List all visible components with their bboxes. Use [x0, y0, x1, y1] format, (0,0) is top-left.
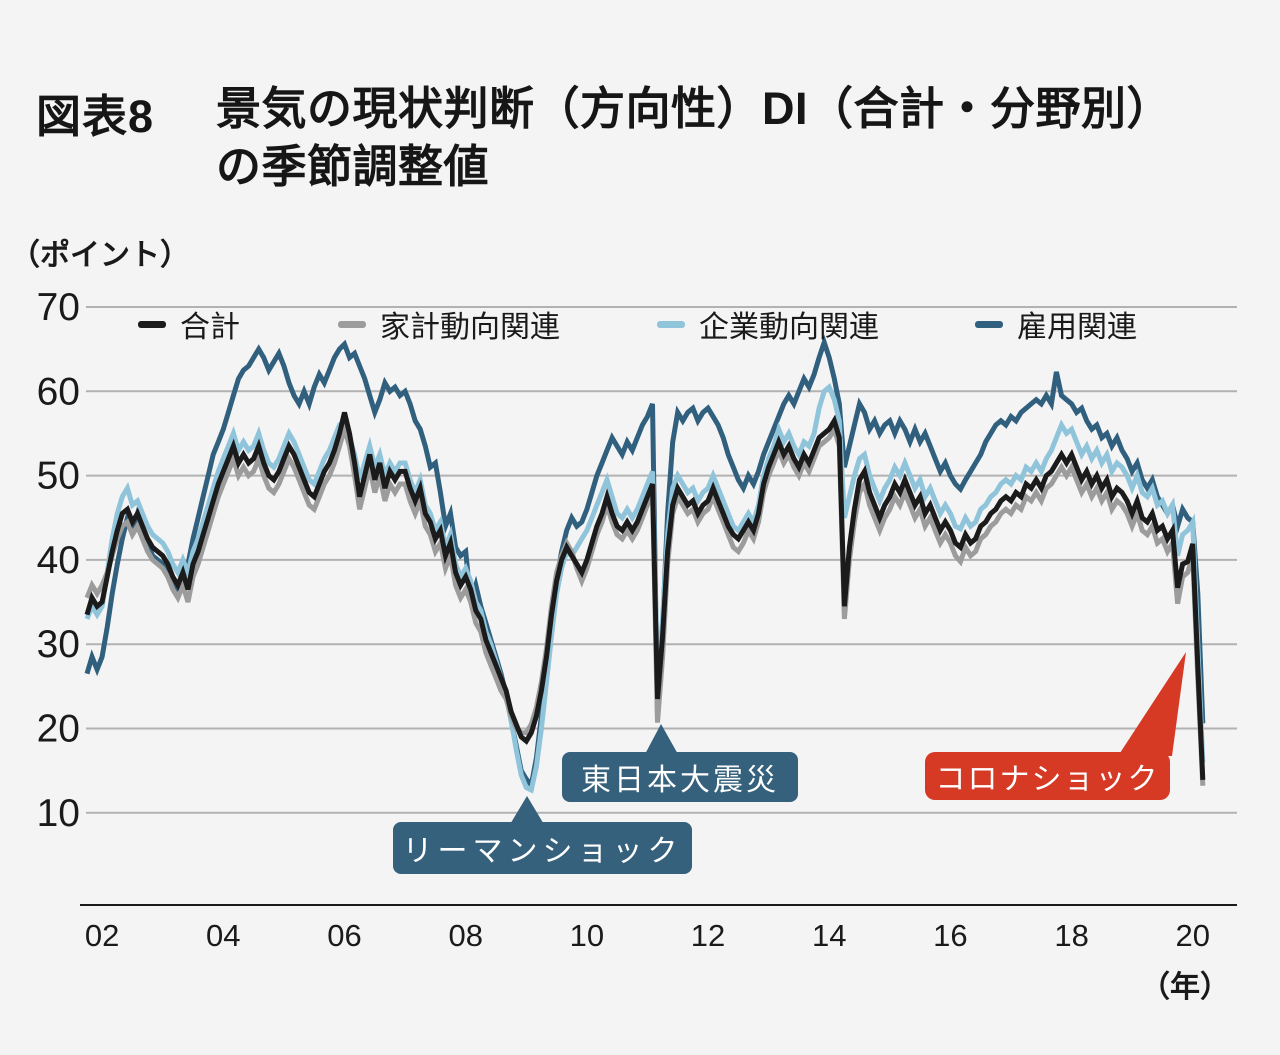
series-line-企業動向関連 [84, 382, 1206, 794]
legend-label-total: 合計 [180, 311, 240, 344]
household-line-swatch [338, 320, 366, 328]
x-axis-unit-label: （年） [1140, 971, 1230, 1004]
x-tick-label: 12 [691, 918, 725, 953]
x-tick-label: 20 [1175, 918, 1209, 953]
legend-label-corporate: 企業動向関連 [699, 311, 879, 344]
series-line-雇用関連 [84, 334, 1206, 791]
series-line-家計動向関連 [84, 420, 1206, 786]
x-tick-label: 18 [1054, 918, 1088, 953]
y-tick-label: 10 [37, 792, 80, 835]
x-tick-label: 08 [448, 918, 482, 953]
corporate-line-swatch [657, 320, 685, 328]
figure-number: 図表8 [36, 91, 155, 142]
y-tick-label: 30 [37, 623, 80, 666]
annotation-corona-shock: コロナショック [925, 752, 1170, 800]
y-tick-label: 70 [37, 286, 80, 329]
x-tick-label: 10 [570, 918, 604, 953]
annotation-lehman-shock: リーマンショック [393, 822, 692, 874]
figure-title: 図表8 景気の現状判断（方向性）DI（合計・分野別） の季節調整値 [36, 80, 1172, 196]
legend-item-employment: 雇用関連 [975, 309, 1137, 344]
x-tick-label: 04 [206, 918, 240, 953]
annotation-tohoku-earthquake: 東日本大震災 [562, 752, 798, 802]
figure-title-line1: 景気の現状判断（方向性）DI（合計・分野別） [216, 83, 1173, 134]
series-line-合計 [84, 411, 1206, 781]
legend-label-employment: 雇用関連 [1017, 311, 1137, 344]
x-tick-label: 06 [327, 918, 361, 953]
legend-item-corporate: 企業動向関連 [657, 309, 879, 344]
legend-item-household: 家計動向関連 [338, 309, 560, 344]
y-axis-unit-label: （ポイント） [10, 239, 190, 272]
y-tick-label: 60 [37, 370, 80, 413]
x-tick-label: 16 [933, 918, 967, 953]
legend-item-total: 合計 [138, 309, 240, 344]
legend-label-household: 家計動向関連 [380, 311, 560, 344]
figure-title-line2: の季節調整値 [216, 141, 490, 192]
y-tick-label: 20 [37, 708, 80, 751]
figure-title-text: 景気の現状判断（方向性）DI（合計・分野別） の季節調整値 [216, 80, 1172, 196]
y-tick-label: 50 [37, 455, 80, 498]
y-tick-label: 40 [37, 539, 80, 582]
employment-line-swatch [975, 320, 1003, 328]
total-line-swatch [138, 320, 166, 328]
x-tick-label: 14 [812, 918, 846, 953]
x-tick-label: 02 [85, 918, 119, 953]
